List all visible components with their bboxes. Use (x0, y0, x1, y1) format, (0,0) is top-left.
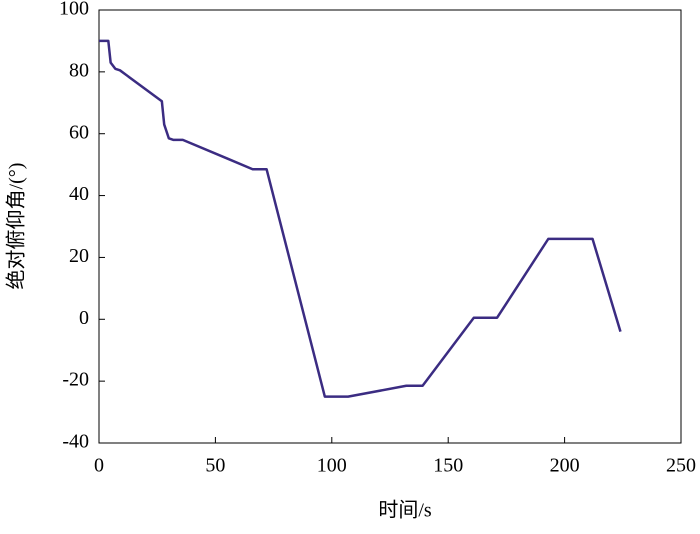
x-tick-label: 250 (666, 455, 696, 477)
y-tick-label: -40 (62, 431, 89, 453)
y-tick-label: 60 (69, 121, 89, 143)
x-tick-label: 50 (205, 455, 225, 477)
x-tick-label: 0 (94, 455, 104, 477)
y-tick-label: -20 (62, 369, 89, 391)
y-tick-label: 40 (69, 183, 89, 205)
y-axis-label: 绝对俯仰角/(°) (5, 163, 28, 290)
x-tick-label: 200 (550, 455, 580, 477)
x-tick-label: 100 (317, 455, 347, 477)
x-tick-label: 150 (433, 455, 463, 477)
x-axis-label: 时间/s (378, 499, 432, 522)
y-tick-label: 100 (59, 0, 89, 20)
y-tick-label: 0 (79, 307, 89, 329)
y-tick-label: 80 (69, 59, 89, 81)
plot-frame (98, 9, 682, 444)
y-tick-label: 20 (69, 245, 89, 267)
data-line (99, 39, 622, 398)
